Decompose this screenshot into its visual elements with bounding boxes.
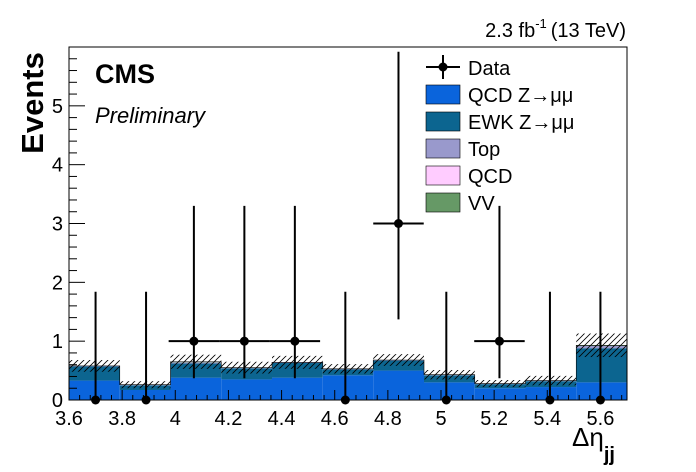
y-tick-label: 0 — [52, 390, 63, 412]
x-tick-label: 4.2 — [215, 408, 243, 430]
data-point-0 — [91, 395, 101, 405]
data-point-9 — [545, 395, 555, 405]
x-axis-title-main: Δη — [572, 422, 604, 452]
lumi-value: 2.3 fb — [485, 20, 535, 42]
data-point-3 — [239, 336, 249, 346]
x-axis: 3.6 3.8 4 4.2 4.4 4.6 4.8 5 5.2 5.4 5.6 — [55, 390, 623, 430]
bar-qcd-z--bin-5 — [322, 375, 374, 400]
legend-swatch-5 — [425, 192, 461, 213]
y-tick-label: 3 — [52, 214, 63, 236]
legend-label-5: VV — [468, 193, 495, 215]
bar-qcd-z--bin-3 — [221, 379, 273, 400]
x-tick-label: 3.6 — [55, 408, 83, 430]
x-tick-label: 5 — [435, 408, 446, 430]
bar-ewk-z--bin-3 — [221, 368, 273, 380]
legend: Data QCD Z→μμ EWK Z→μμ Top QCD VV — [425, 55, 574, 215]
legend-data-marker — [438, 62, 448, 72]
x-tick-label: 5.4 — [533, 408, 561, 430]
data-point-1 — [141, 395, 151, 405]
x-axis-title: Δηjj — [572, 422, 615, 466]
legend-label-3: Top — [468, 139, 500, 161]
x-tick-label: 4 — [170, 408, 181, 430]
x-tick-label: 4.4 — [268, 408, 296, 430]
lumi-exponent: -1 — [535, 16, 547, 31]
legend-label-2: EWK Z→μμ — [468, 112, 574, 134]
legend-swatch-4 — [425, 165, 461, 186]
x-tick-label: 4.6 — [321, 408, 349, 430]
y-tick-label: 5 — [52, 96, 63, 118]
data-point-5 — [340, 395, 350, 405]
y-tick-label: 2 — [52, 272, 63, 294]
stack-outline — [68, 344, 628, 400]
y-axis: 0 1 2 3 4 5 — [52, 58, 85, 412]
lumi-energy: (13 TeV) — [551, 20, 626, 42]
x-tick-label: 5.2 — [480, 408, 508, 430]
bar-qcd-z--bin-2 — [170, 377, 222, 400]
legend-label-0: Data — [468, 58, 511, 80]
legend-swatch-2 — [425, 111, 461, 132]
stack-outline-path — [68, 344, 628, 400]
x-axis-title-sub: jj — [603, 444, 615, 466]
experiment-label: CMS — [95, 59, 155, 89]
y-tick-label: 4 — [52, 155, 63, 177]
data-point-8 — [494, 336, 504, 346]
bar-qcd-z--bin-10 — [576, 382, 627, 400]
legend-swatch-1 — [425, 84, 461, 105]
x-tick-label: 4.8 — [374, 408, 402, 430]
lumi-header: 2.3 fb-1 (13 TeV) — [485, 16, 626, 42]
y-tick-label: 1 — [52, 331, 63, 353]
data-points — [91, 51, 605, 405]
x-tick-label: 3.8 — [108, 408, 136, 430]
y-axis-title: Events — [15, 52, 50, 154]
bar-qcd-z--bin-0 — [69, 380, 120, 400]
status-label: Preliminary — [95, 103, 207, 128]
legend-label-4: QCD — [468, 166, 512, 188]
x-tick-label: 5.6 — [587, 408, 615, 430]
data-point-10 — [595, 395, 605, 405]
legend-label-1: QCD Z→μμ — [468, 85, 573, 107]
data-point-6 — [393, 219, 403, 228]
bar-qcd-z--bin-4 — [272, 377, 323, 400]
bar-qcd-z--bin-8 — [474, 388, 526, 400]
data-point-2 — [189, 336, 199, 346]
data-point-7 — [441, 395, 451, 405]
legend-swatch-3 — [425, 138, 461, 159]
data-point-4 — [290, 336, 300, 346]
